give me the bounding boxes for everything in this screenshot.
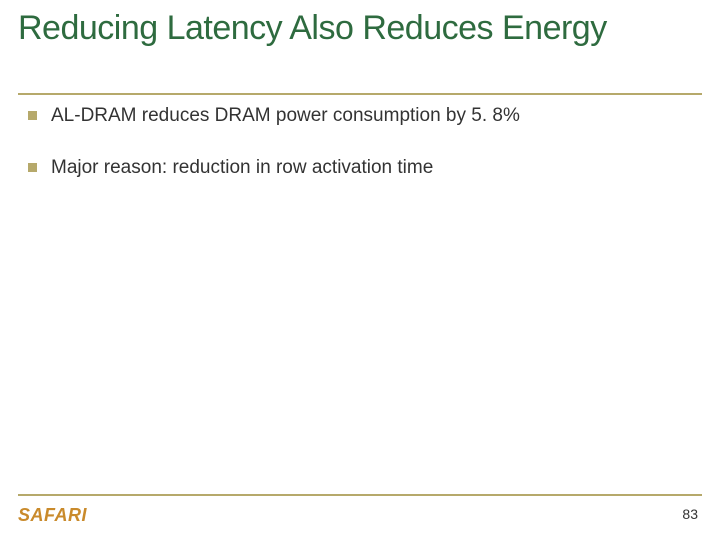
bullet-square-icon: [28, 111, 37, 120]
slide-title: Reducing Latency Also Reduces Energy: [18, 11, 702, 47]
list-item: AL-DRAM reduces DRAM power consumption b…: [28, 104, 692, 128]
bullet-list: AL-DRAM reduces DRAM power consumption b…: [28, 104, 692, 208]
bullet-text: AL-DRAM reduces DRAM power consumption b…: [51, 104, 520, 128]
logo-text: SAFARI: [18, 505, 87, 526]
page-number: 83: [682, 506, 698, 522]
list-item: Major reason: reduction in row activatio…: [28, 156, 692, 180]
title-underline: [18, 93, 702, 95]
bullet-text: Major reason: reduction in row activatio…: [51, 156, 433, 180]
footer-underline: [18, 494, 702, 496]
slide: Reducing Latency Also Reduces Energy AL-…: [0, 0, 720, 540]
bullet-square-icon: [28, 163, 37, 172]
